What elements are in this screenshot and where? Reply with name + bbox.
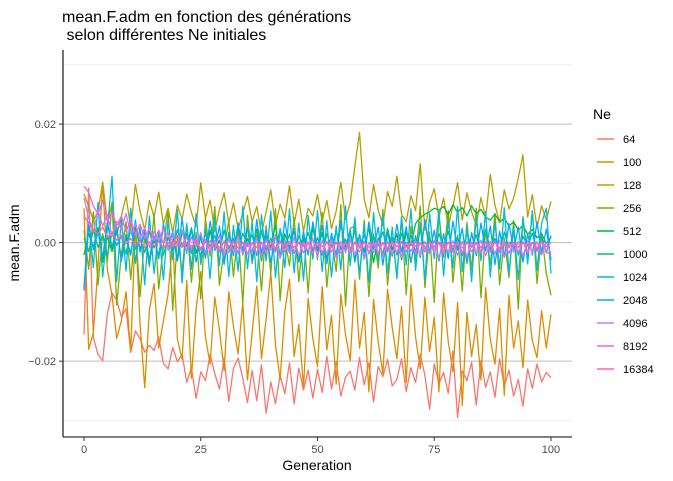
chart-title-line-1: mean.F.adm en fonction des générations xyxy=(62,9,351,26)
x-tick-label: 25 xyxy=(195,444,207,456)
x-axis-title: Generation xyxy=(282,457,351,473)
y-tick-label: −0.02 xyxy=(28,356,56,368)
y-tick-label: 0.00 xyxy=(35,238,56,250)
legend-label-128: 128 xyxy=(623,180,641,192)
legend-label-64: 64 xyxy=(623,134,635,146)
legend-label-256: 256 xyxy=(623,203,641,215)
legend-label-16384: 16384 xyxy=(623,364,654,376)
x-tick-label: 0 xyxy=(81,444,87,456)
x-tick-label: 50 xyxy=(311,444,323,456)
legend-title: Ne xyxy=(593,106,611,122)
x-tick-label: 75 xyxy=(428,444,440,456)
chart-title-line-2: selon différentes Ne initiales xyxy=(62,27,266,44)
series-lines xyxy=(83,131,552,419)
y-tick-label: 0.02 xyxy=(35,119,56,131)
series-line-64 xyxy=(83,187,552,419)
legend-label-512: 512 xyxy=(623,226,641,238)
legend-label-2048: 2048 xyxy=(623,295,647,307)
series-line-2048 xyxy=(83,217,552,291)
legend: Ne 64 100 128 256 512 1000 1024 2048 4096 8192 163… xyxy=(593,106,654,376)
axes: 0 25 50 75 100 −0.02 0.00 0.02 xyxy=(28,50,572,456)
legend-label-8192: 8192 xyxy=(623,341,647,353)
y-axis-title: mean.F.adm xyxy=(6,204,22,281)
legend-label-100: 100 xyxy=(623,157,641,169)
legend-label-1024: 1024 xyxy=(623,272,647,284)
x-tick-label: 100 xyxy=(542,444,560,456)
series-line-16384 xyxy=(83,215,552,249)
legend-label-4096: 4096 xyxy=(623,318,647,330)
series-line-1024 xyxy=(83,175,552,288)
series-line-100 xyxy=(83,181,552,407)
series-line-128 xyxy=(83,131,552,237)
legend-label-1000: 1000 xyxy=(623,249,647,261)
